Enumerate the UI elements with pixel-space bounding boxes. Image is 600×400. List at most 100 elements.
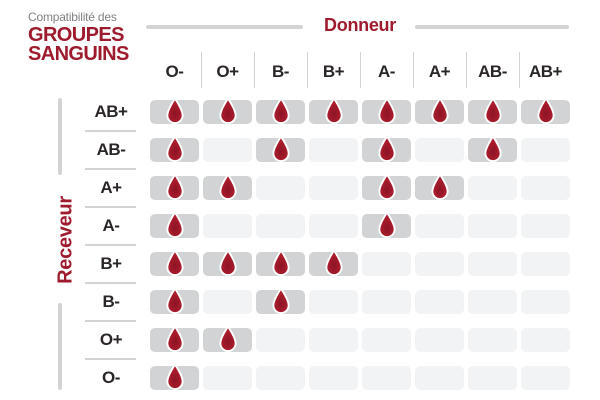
cell-O--from-A- bbox=[362, 366, 411, 390]
cell-AB+-from-O+ bbox=[203, 97, 252, 124]
cell-B+-from-A+ bbox=[415, 252, 464, 276]
receiver-header-B-: B- bbox=[102, 292, 120, 311]
row-separator bbox=[85, 358, 136, 360]
cell-AB--from-A+ bbox=[415, 138, 464, 162]
cell-B--from-A- bbox=[362, 290, 411, 314]
blood-drop-icon bbox=[165, 173, 184, 200]
cell-O+-from-AB+ bbox=[521, 328, 570, 352]
cell-A--from-O- bbox=[150, 211, 199, 238]
cell-AB--from-AB+ bbox=[521, 138, 570, 162]
cell-A+-from-A- bbox=[362, 173, 411, 200]
chart-title: Compatibilité des GROUPES SANGUINS bbox=[28, 10, 148, 64]
donor-header-O+: O+ bbox=[216, 62, 239, 81]
cell-B--from-AB- bbox=[468, 290, 517, 314]
cell-O--from-O- bbox=[150, 363, 199, 390]
blood-drop-icon bbox=[165, 287, 184, 314]
row-separator bbox=[85, 282, 136, 284]
cell-O+-from-A- bbox=[362, 328, 411, 352]
cell-A+-from-B- bbox=[256, 176, 305, 200]
row-separator bbox=[85, 244, 136, 246]
cell-A--from-B+ bbox=[309, 214, 358, 238]
cell-AB+-from-B- bbox=[256, 97, 305, 124]
row-separator bbox=[85, 130, 136, 132]
receiver-header-O+: O+ bbox=[99, 330, 123, 349]
donor-header-O-: O- bbox=[165, 62, 184, 81]
cell-O--from-AB+ bbox=[521, 366, 570, 390]
cell-A--from-B- bbox=[256, 214, 305, 238]
cell-O+-from-O+ bbox=[203, 325, 252, 352]
cell-AB--from-A- bbox=[362, 135, 411, 162]
blood-drop-icon bbox=[165, 211, 184, 238]
cell-AB--from-B+ bbox=[309, 138, 358, 162]
receiver-header-B+: B+ bbox=[100, 254, 122, 273]
cell-O--from-A+ bbox=[415, 366, 464, 390]
blood-drop-icon bbox=[377, 135, 396, 162]
donor-header-AB-: AB- bbox=[478, 62, 507, 81]
blood-drop-icon bbox=[165, 135, 184, 162]
donor-axis-line-right bbox=[415, 25, 569, 29]
cell-B--from-AB+ bbox=[521, 290, 570, 314]
cell-AB+-from-AB- bbox=[468, 97, 517, 124]
blood-drop-icon bbox=[483, 97, 502, 124]
blood-drop-icon bbox=[218, 173, 237, 200]
donor-header-B-: B- bbox=[272, 62, 289, 81]
header-separator bbox=[359, 52, 361, 88]
title-line-groupes: GROUPES bbox=[28, 24, 124, 46]
title-kicker: Compatibilité des bbox=[28, 10, 117, 24]
donor-header-AB+: AB+ bbox=[529, 62, 562, 81]
cell-A--from-A+ bbox=[415, 214, 464, 238]
cell-AB+-from-A+ bbox=[415, 97, 464, 124]
blood-drop-icon bbox=[271, 287, 290, 314]
header-separator bbox=[200, 52, 202, 88]
cell-A+-from-B+ bbox=[309, 176, 358, 200]
cell-A+-from-AB- bbox=[468, 176, 517, 200]
header-separator bbox=[518, 52, 520, 88]
blood-drop-icon bbox=[271, 97, 290, 124]
cell-B+-from-AB+ bbox=[521, 252, 570, 276]
cell-A+-from-O+ bbox=[203, 173, 252, 200]
cell-O--from-O+ bbox=[203, 366, 252, 390]
blood-drop-icon bbox=[377, 173, 396, 200]
row-separator bbox=[85, 206, 136, 208]
donor-header-A-: A- bbox=[378, 62, 395, 81]
receiver-header-A-: A- bbox=[102, 216, 120, 235]
cell-A--from-AB+ bbox=[521, 214, 570, 238]
receiver-axis-line-bottom bbox=[58, 303, 62, 390]
blood-drop-icon bbox=[271, 249, 290, 276]
blood-drop-icon bbox=[218, 249, 237, 276]
cell-O+-from-AB- bbox=[468, 328, 517, 352]
cell-B--from-B- bbox=[256, 287, 305, 314]
cell-B--from-B+ bbox=[309, 290, 358, 314]
donor-axis-line-left bbox=[146, 25, 303, 29]
blood-drop-icon bbox=[165, 325, 184, 352]
blood-drop-icon bbox=[430, 97, 449, 124]
donor-axis-label: Donneur bbox=[324, 15, 396, 35]
cell-AB--from-O+ bbox=[203, 138, 252, 162]
cell-AB+-from-B+ bbox=[309, 97, 358, 124]
header-separator bbox=[306, 52, 308, 88]
receiver-header-O-: O- bbox=[102, 368, 120, 387]
cell-B--from-O- bbox=[150, 287, 199, 314]
row-separator bbox=[85, 168, 136, 170]
cell-AB+-from-O- bbox=[150, 97, 199, 124]
cell-A+-from-AB+ bbox=[521, 176, 570, 200]
blood-drop-icon bbox=[271, 135, 290, 162]
blood-drop-icon bbox=[377, 97, 396, 124]
donor-header-A+: A+ bbox=[428, 62, 451, 81]
title-line-sanguins: SANGUINS bbox=[28, 43, 129, 65]
receiver-axis-line-top bbox=[58, 98, 62, 175]
donor-header-B+: B+ bbox=[322, 62, 345, 81]
cell-A+-from-O- bbox=[150, 173, 199, 200]
blood-drop-icon bbox=[377, 211, 396, 238]
cell-AB+-from-A- bbox=[362, 97, 411, 124]
cell-O--from-B- bbox=[256, 366, 305, 390]
cell-A--from-A- bbox=[362, 211, 411, 238]
cell-B+-from-B+ bbox=[309, 249, 358, 276]
header-separator bbox=[465, 52, 467, 88]
receiver-axis-label-text: Receveur bbox=[54, 196, 77, 284]
cell-AB--from-O- bbox=[150, 135, 199, 162]
blood-drop-icon bbox=[324, 97, 343, 124]
cell-B--from-O+ bbox=[203, 290, 252, 314]
row-separator bbox=[85, 320, 136, 322]
